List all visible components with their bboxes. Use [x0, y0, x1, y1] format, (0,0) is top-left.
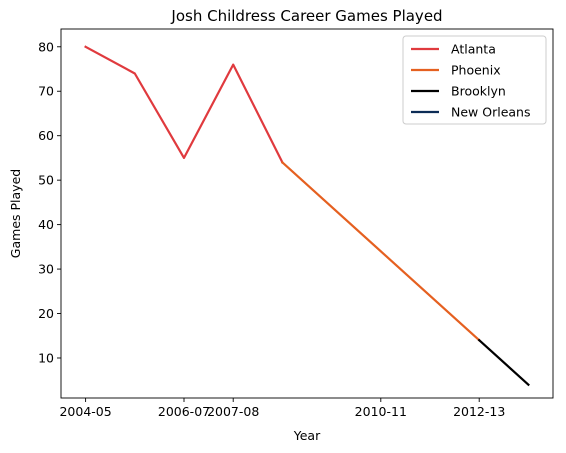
x-tick-label: 2007-08: [207, 404, 259, 419]
x-tick-label: 2010-11: [355, 404, 407, 419]
y-tick-label: 80: [38, 39, 54, 54]
x-tick-label: 2004-05: [59, 404, 111, 419]
plot-area-frame: [60, 28, 554, 399]
y-tick-label: 70: [38, 84, 54, 99]
y-tick-label: 40: [38, 217, 54, 232]
x-axis-title: Year: [293, 428, 321, 443]
y-tick-label: 50: [38, 173, 54, 188]
y-axis-ticks: 10 20 30 40 50 60 70 80: [38, 39, 61, 365]
legend-label: Phoenix: [451, 63, 501, 78]
y-tick-label: 30: [38, 262, 54, 277]
series-layer: [84, 45, 530, 387]
chart-title: Josh Childress Career Games Played: [170, 7, 442, 25]
series-line-phoenix: [280, 160, 481, 342]
legend-label: Brooklyn: [451, 84, 506, 99]
legend-label: Atlanta: [451, 42, 496, 57]
y-axis-title: Games Played: [8, 169, 23, 258]
series-line-atlanta: [84, 45, 284, 164]
y-tick-label: 20: [38, 306, 54, 321]
legend: Atlanta Phoenix Brooklyn New Orleans: [402, 35, 547, 125]
legend-label: New Orleans: [451, 105, 530, 120]
x-tick-label: 2012-13: [453, 404, 505, 419]
y-tick-label: 60: [38, 128, 54, 143]
x-tick-label: 2006-07: [158, 404, 210, 419]
series-line-brooklyn: [477, 338, 530, 387]
y-tick-label: 10: [38, 350, 54, 365]
legend-box: [402, 35, 547, 125]
